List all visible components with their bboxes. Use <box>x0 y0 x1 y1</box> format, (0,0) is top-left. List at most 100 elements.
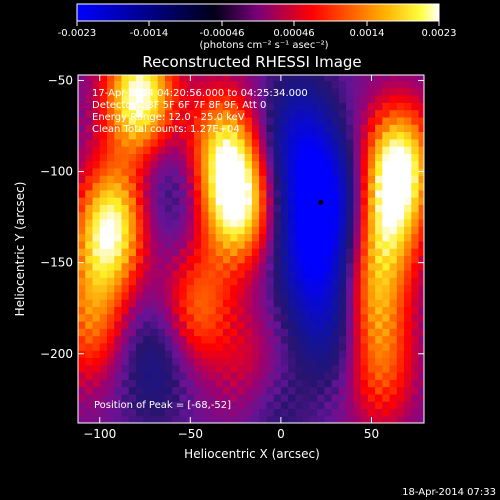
heatmap-cell <box>78 204 86 213</box>
heatmap-cell <box>150 379 159 388</box>
heatmap-cell <box>353 182 362 191</box>
heatmap-cell <box>353 116 362 125</box>
heatmap-cell <box>295 204 304 213</box>
heatmap-cell <box>396 386 405 395</box>
heatmap-cell <box>244 240 253 249</box>
heatmap-cell <box>324 75 333 82</box>
heatmap-cell <box>114 379 123 388</box>
heatmap-cell <box>237 226 246 235</box>
heatmap-cell <box>266 313 275 322</box>
heatmap-cell <box>201 116 210 125</box>
heatmap-cell <box>230 262 239 271</box>
heatmap-cell <box>331 262 340 271</box>
heatmap-cell <box>135 255 144 264</box>
heatmap-cell <box>157 306 166 315</box>
heatmap-cell <box>280 320 289 329</box>
heatmap-cell <box>114 415 123 423</box>
heatmap-cell <box>157 364 166 373</box>
heatmap-cell <box>208 153 217 162</box>
heatmap-cell <box>179 175 188 184</box>
heatmap-cell <box>114 167 123 176</box>
heatmap-cell <box>360 415 369 423</box>
heatmap-cell <box>324 291 333 300</box>
heatmap-cell <box>128 197 137 205</box>
heatmap-cell <box>106 335 115 344</box>
heatmap-cell <box>157 95 166 103</box>
heatmap-cell <box>150 284 159 293</box>
heatmap-cell <box>338 401 347 410</box>
heatmap-cell <box>295 401 304 410</box>
heatmap-cell <box>266 306 275 315</box>
heatmap-cell <box>201 80 210 89</box>
heatmap-cell <box>106 342 115 351</box>
heatmap-cell <box>266 124 275 133</box>
heatmap-cell <box>288 87 296 96</box>
heatmap-cell <box>114 328 123 337</box>
heatmap-cell <box>273 408 282 417</box>
heatmap-cell <box>164 291 173 300</box>
heatmap-cell <box>215 109 224 118</box>
heatmap-cell <box>128 401 137 410</box>
heatmap-cell <box>251 320 260 329</box>
heatmap-cell <box>273 277 282 286</box>
heatmap-cell <box>273 182 282 191</box>
heatmap-cell <box>317 131 325 140</box>
heatmap-cell <box>121 379 130 388</box>
heatmap-cell <box>404 87 412 96</box>
heatmap-cell <box>208 102 217 111</box>
heatmap-cell <box>179 95 188 103</box>
heatmap-cell <box>230 87 239 96</box>
heatmap-cell <box>114 299 123 307</box>
heatmap-cell <box>237 401 246 410</box>
heatmap-cell <box>418 124 424 133</box>
heatmap-cell <box>230 248 239 256</box>
heatmap-cell <box>121 255 130 264</box>
heatmap-cell <box>418 262 424 271</box>
heatmap-cell <box>157 415 166 423</box>
heatmap-cell <box>309 371 318 380</box>
heatmap-cell <box>331 313 340 322</box>
heatmap-cell <box>338 138 347 147</box>
heatmap-cell <box>172 299 181 307</box>
heatmap-cell <box>309 328 318 337</box>
heatmap-cell <box>295 386 304 395</box>
heatmap-cell <box>114 160 123 169</box>
heatmap-cell <box>346 313 354 322</box>
plot-title: Reconstructed RHESSI Image <box>142 53 361 71</box>
heatmap-cell <box>222 167 231 176</box>
heatmap-cell <box>179 167 188 176</box>
heatmap-cell <box>317 226 325 235</box>
heatmap-cell <box>353 408 362 417</box>
heatmap-cell <box>78 131 86 140</box>
heatmap-cell <box>280 335 289 344</box>
heatmap-cell <box>244 211 253 220</box>
heatmap-cell <box>389 153 398 162</box>
heatmap-cell <box>338 160 347 169</box>
heatmap-cell <box>266 415 275 423</box>
heatmap-cell <box>193 109 202 118</box>
heatmap-cell <box>208 393 217 402</box>
heatmap-cell <box>331 350 340 359</box>
heatmap-cell <box>273 291 282 300</box>
heatmap-cell <box>244 415 253 423</box>
heatmap-cell <box>346 277 354 286</box>
heatmap-cell <box>411 218 420 227</box>
heatmap-cell <box>201 124 210 133</box>
heatmap-cell <box>251 211 260 220</box>
heatmap-cell <box>106 116 115 125</box>
heatmap-cell <box>237 189 246 198</box>
heatmap-cell <box>360 116 369 125</box>
heatmap-cell <box>367 153 376 162</box>
heatmap-cell <box>288 291 296 300</box>
heatmap-cell <box>179 233 188 242</box>
heatmap-cell <box>375 233 383 242</box>
heatmap-cell <box>128 342 137 351</box>
heatmap-cell <box>114 357 123 366</box>
heatmap-cell <box>237 408 246 417</box>
heatmap-cell <box>121 226 130 235</box>
heatmap-cell <box>302 240 311 249</box>
heatmap-cell <box>324 320 333 329</box>
heatmap-cell <box>128 299 137 307</box>
heatmap-cell <box>396 299 405 307</box>
heatmap-cell <box>346 408 354 417</box>
